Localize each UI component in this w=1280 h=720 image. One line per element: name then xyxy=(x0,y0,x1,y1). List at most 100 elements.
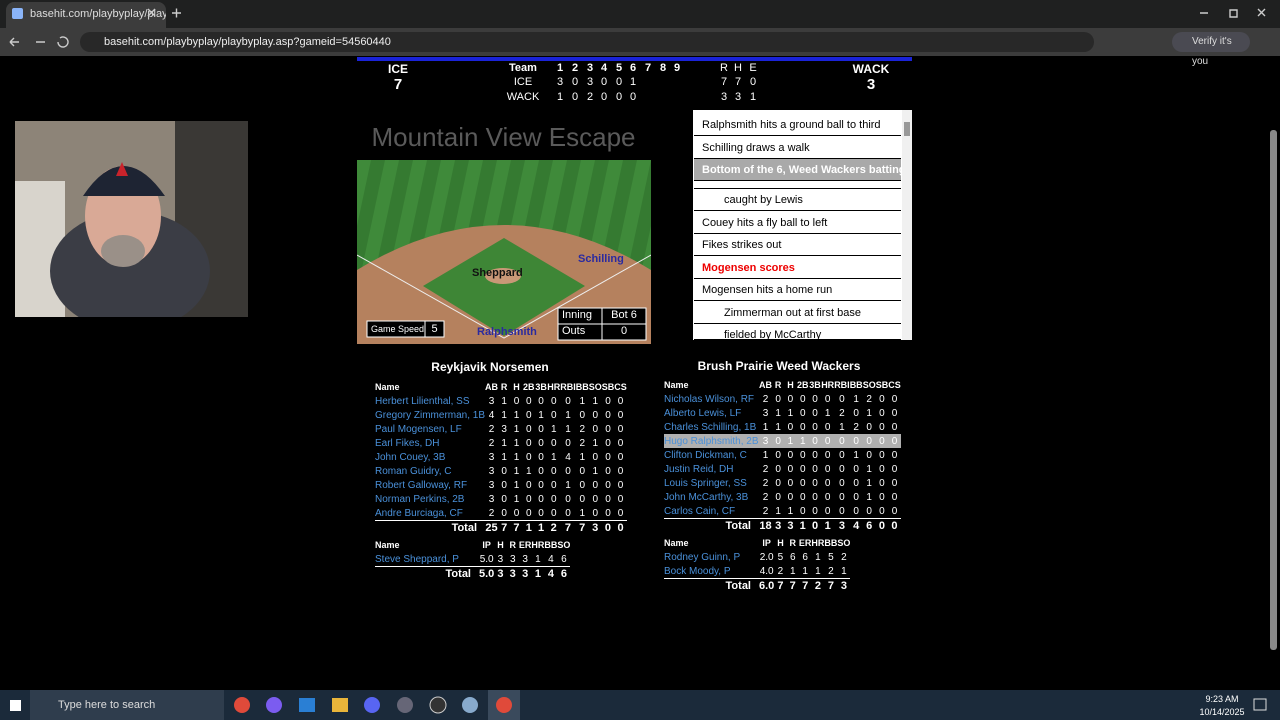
player-name[interactable]: Rodney Guinn, P xyxy=(664,551,741,563)
player-name[interactable]: Andre Burciaga, CF xyxy=(375,507,463,519)
stat: 1 xyxy=(802,565,808,577)
game-speed[interactable]: 5 xyxy=(431,323,438,335)
column-header: H xyxy=(497,540,504,550)
player-name[interactable]: Clifton Dickman, C xyxy=(664,449,747,461)
stat: 1 xyxy=(789,565,796,577)
player-name[interactable]: Steve Sheppard, P xyxy=(375,553,459,565)
player-name[interactable]: Nicholas Wilson, RF xyxy=(664,393,755,405)
stat: 0 xyxy=(866,435,872,447)
browser-tab[interactable]: basehit.com/playbyplay/playby xyxy=(6,2,166,28)
column-header: SO xyxy=(837,538,851,548)
player-name[interactable]: Roman Guidry, C xyxy=(375,465,452,477)
stat: 2 xyxy=(488,423,495,435)
linescore-header: 4 xyxy=(600,62,608,74)
stat: 1 xyxy=(501,395,507,407)
stat: 0 xyxy=(879,435,885,447)
stat: 2 xyxy=(839,407,845,419)
stat: 0 xyxy=(812,491,818,503)
stat: 0 xyxy=(525,423,532,435)
address-bar[interactable]: basehit.com/playbyplay/playbyplay.asp?ga… xyxy=(80,32,1094,52)
stat: 0 xyxy=(891,491,898,503)
stat: 3 xyxy=(522,553,528,565)
page-scrollbar[interactable] xyxy=(1270,130,1277,650)
inning-runs: 0 xyxy=(615,76,623,88)
column-header: ER xyxy=(798,538,812,548)
stat: 0 xyxy=(605,409,611,421)
player-name[interactable]: Norman Perkins, 2B xyxy=(375,493,465,505)
stat: 0 xyxy=(513,395,520,407)
stat: 0 xyxy=(538,479,544,491)
column-header: R xyxy=(500,382,508,392)
total-stat: 6 xyxy=(862,518,876,533)
batting: Name AB R H 2B 3B HR RBI BB SO SB CS Herbert Lilient… xyxy=(375,380,627,535)
stat: 0 xyxy=(812,393,818,405)
player-name[interactable]: Herbert Lilienthal, SS xyxy=(375,395,470,407)
stat: 1 xyxy=(775,421,781,433)
stat: 0 xyxy=(617,409,624,421)
tab-bar xyxy=(0,0,1280,28)
player-name[interactable]: Gregory Zimmerman, 1B xyxy=(375,409,486,421)
stat: 0 xyxy=(617,437,624,449)
stat: 0 xyxy=(879,477,885,489)
profile-button[interactable]: Verify it's you xyxy=(1172,32,1250,67)
stat: 2 xyxy=(762,393,769,405)
stat: 0 xyxy=(550,479,557,491)
stat: 0 xyxy=(839,463,845,475)
field-title: Mountain View Escape xyxy=(371,122,636,152)
total-stat: 7 xyxy=(575,520,589,535)
stat: 3 xyxy=(762,435,769,447)
stat: 0 xyxy=(824,491,831,503)
stat: 1 xyxy=(513,465,520,477)
stat: 0 xyxy=(605,465,611,477)
stat: 0 xyxy=(592,479,598,491)
total-stat: 1 xyxy=(534,520,548,535)
clock-date: 10/14/2025 xyxy=(1199,707,1245,717)
player-name[interactable]: Carlos Cain, CF xyxy=(664,505,736,517)
stat: 0 xyxy=(617,423,624,435)
stat: 0 xyxy=(891,407,898,419)
play-entry: fielded by McCarthy xyxy=(694,324,901,340)
header-row: Name IP H R ER HR BB SO xyxy=(664,536,850,550)
stat: 1 xyxy=(839,421,845,433)
browser-icons xyxy=(9,8,1266,48)
player-name[interactable]: Justin Reid, DH xyxy=(664,463,734,475)
player-name[interactable]: Robert Galloway, RF xyxy=(375,479,468,491)
taskbar-search[interactable]: Type here to search xyxy=(30,690,224,720)
stat: 1 xyxy=(525,465,532,477)
scrollbar[interactable] xyxy=(902,110,912,340)
total-row: Total 18 3 3 1 0 1 3 4 6 0 0 xyxy=(664,518,901,533)
player-label: Ralphsmith xyxy=(477,326,537,338)
stat: 1 xyxy=(513,409,520,421)
home-team: WACK xyxy=(852,62,890,76)
inning-label: Inning xyxy=(562,309,592,321)
stat: 0 xyxy=(605,493,611,505)
player-name[interactable]: Charles Schilling, 1B xyxy=(664,421,757,433)
player-name[interactable]: Hugo Ralphsmith, 2B xyxy=(664,435,759,447)
team-abbr: WACK xyxy=(506,91,540,103)
stat: 0 xyxy=(824,449,831,461)
stat: 0 xyxy=(824,463,831,475)
play-entry: Ralphsmith hits a ground ball to third xyxy=(694,114,901,136)
stat: 0 xyxy=(839,435,845,447)
total-stat: 0 xyxy=(875,518,889,533)
player-name[interactable]: Paul Mogensen, LF xyxy=(375,423,462,435)
total-row: Total 6.0 7 7 7 2 7 3 xyxy=(664,578,851,593)
stat: 1 xyxy=(775,407,781,419)
player-name[interactable]: Bock Moody, P xyxy=(664,565,731,577)
player-name[interactable]: John Couey, 3B xyxy=(375,451,446,463)
stat: 1 xyxy=(866,491,872,503)
total-stat: 7 xyxy=(560,520,576,535)
stat: 1 xyxy=(592,465,598,477)
player-name[interactable]: Alberto Lewis, LF xyxy=(664,407,742,419)
stat: 1 xyxy=(815,565,821,577)
stat: 1 xyxy=(787,407,794,419)
player-name[interactable]: Earl Fikes, DH xyxy=(375,437,440,449)
stat: 1 xyxy=(592,395,598,407)
stat: 1 xyxy=(535,553,541,565)
column-header: SO xyxy=(862,380,876,390)
player-name[interactable]: John McCarthy, 3B xyxy=(664,491,749,503)
player-name[interactable]: Louis Springer, SS xyxy=(664,477,747,489)
stat: 0 xyxy=(775,491,781,503)
stat: 0 xyxy=(891,449,898,461)
stat: 0 xyxy=(787,449,794,461)
